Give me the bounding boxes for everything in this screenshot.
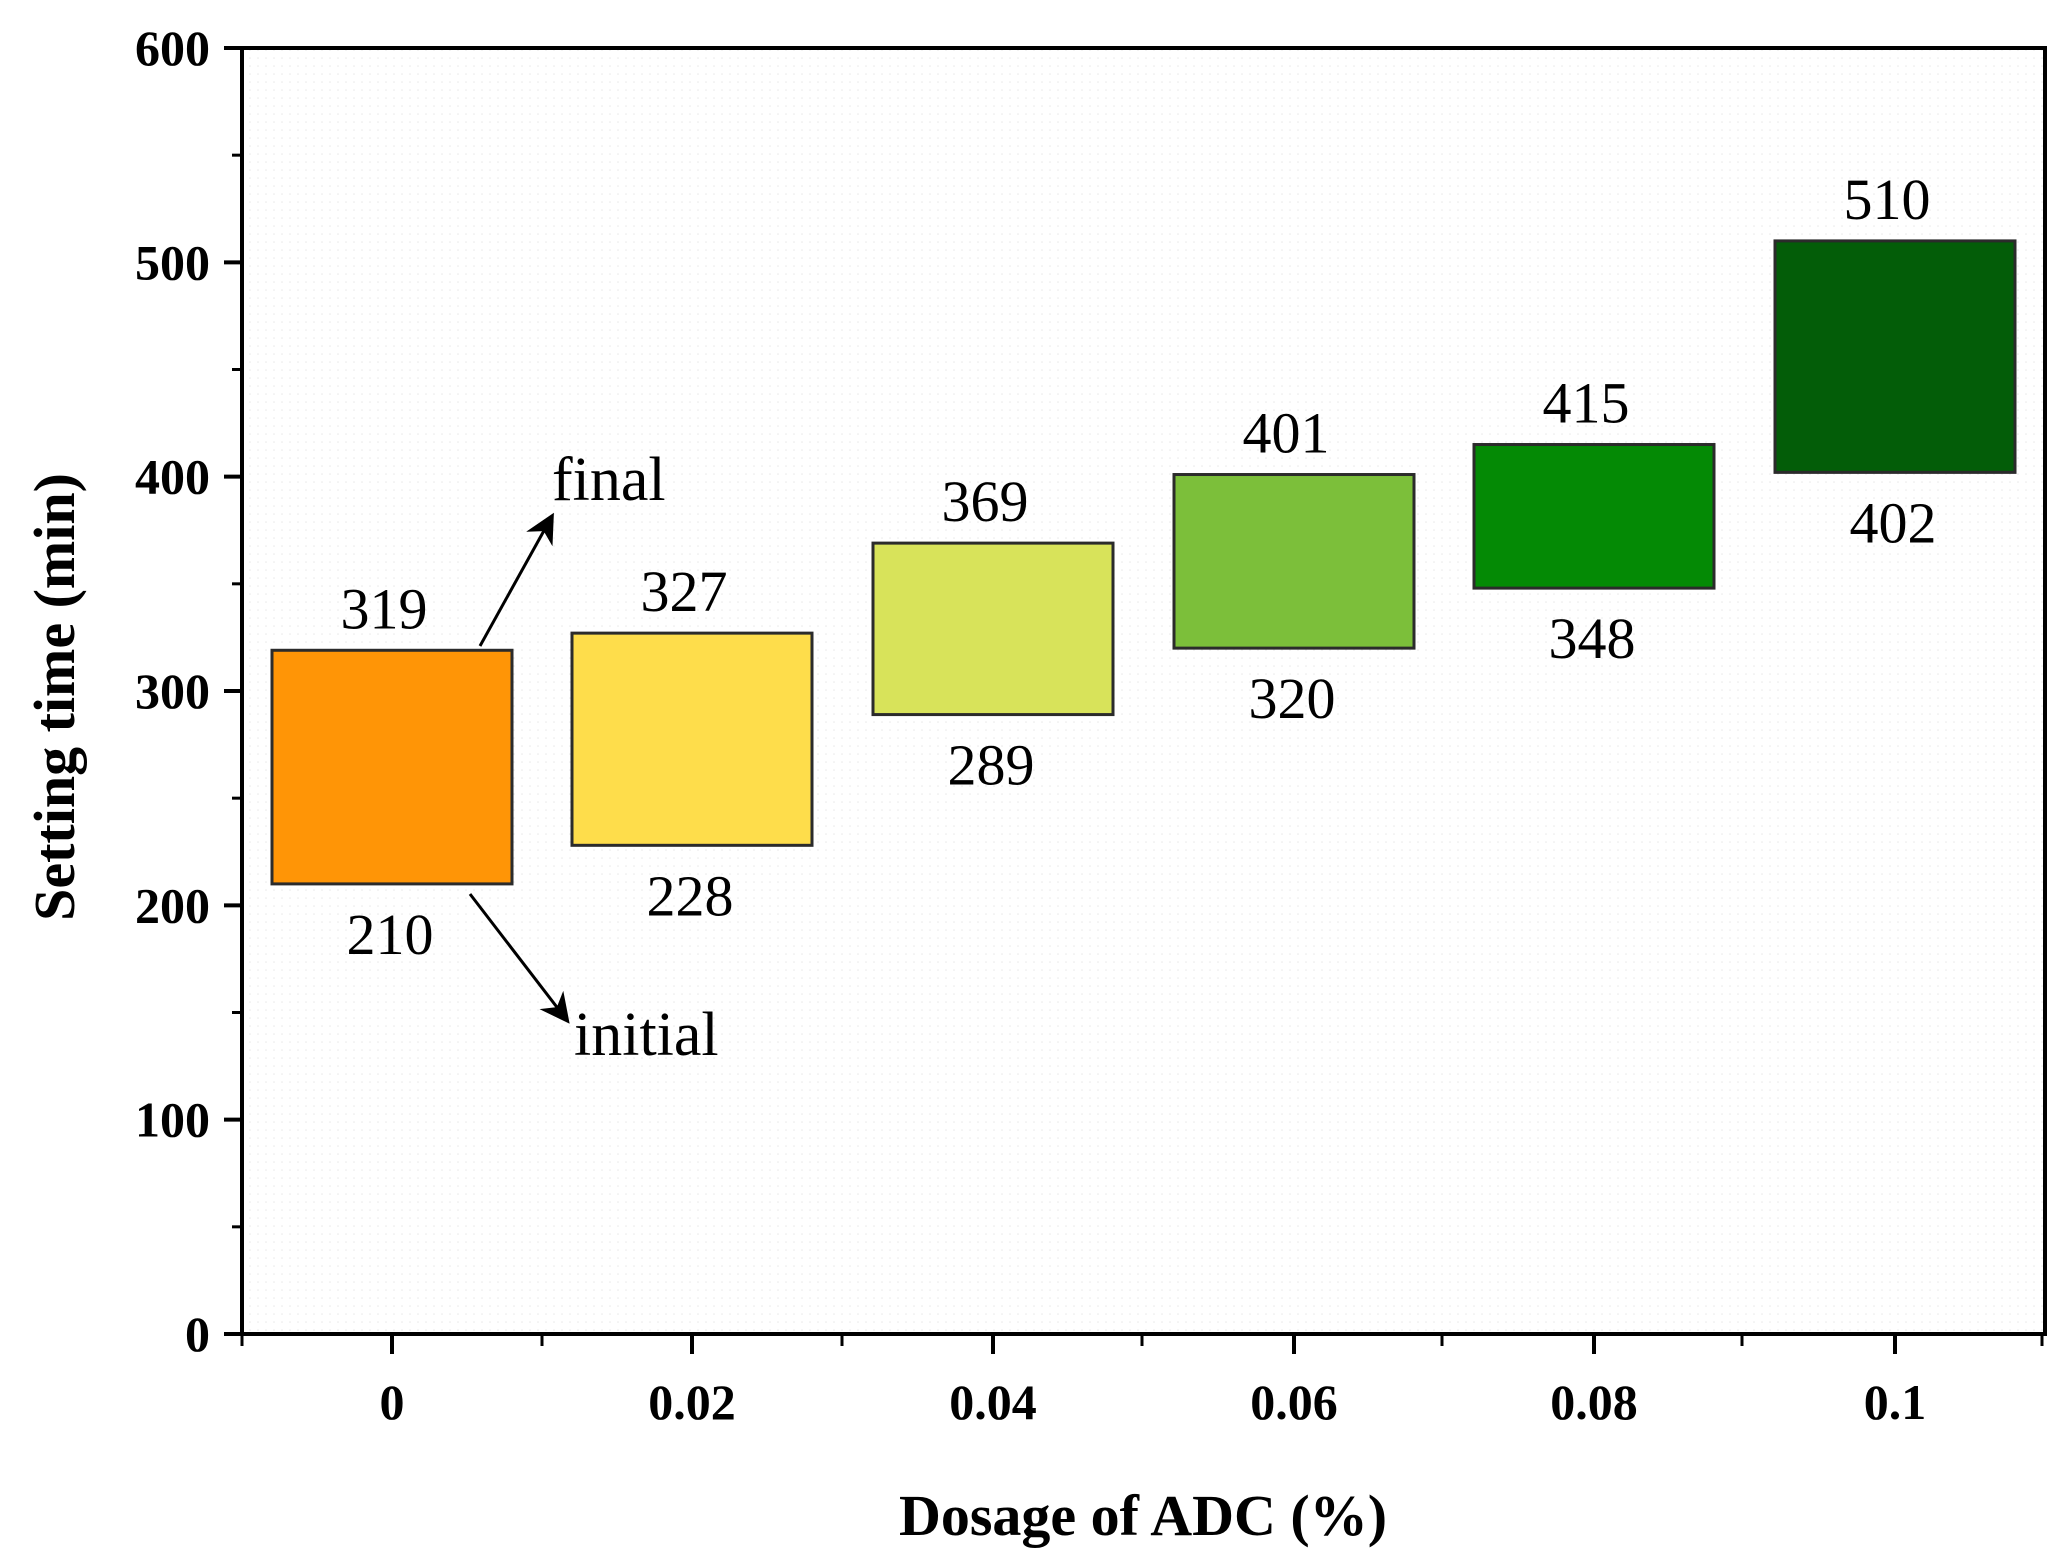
- y-tick-label: 200: [135, 877, 210, 933]
- bar-0.08: [1472, 443, 1716, 590]
- x-tick-label: 0.04: [949, 1374, 1037, 1430]
- bar-0.04: [871, 541, 1115, 717]
- x-tick-label: 0.06: [1250, 1374, 1338, 1430]
- axes-layer: 0 100 200 300 400 500 600 0 0.02 0.04 0.06 0.08 0.1: [135, 20, 2047, 1430]
- x-axis-title: Dosage of ADC (%): [899, 1483, 1387, 1548]
- final-value-label-0.08: 415: [1543, 371, 1630, 436]
- initial-annotation-label: initial: [574, 1001, 719, 1069]
- y-tick-label: 300: [135, 663, 210, 719]
- value-labels-layer: 319 210 327 228 369 289 401 320 415 348 510 402: [341, 167, 1937, 967]
- final-annotation-label: final: [552, 446, 666, 514]
- annotation-final: final: [478, 446, 666, 647]
- y-tick-label: 100: [135, 1092, 210, 1148]
- initial-value-label-0.02: 228: [647, 863, 734, 928]
- initial-value-label-0.1: 402: [1850, 490, 1937, 555]
- x-tick-label: 0: [380, 1374, 405, 1430]
- final-value-label-0.02: 327: [641, 559, 728, 624]
- bar-0: [270, 648, 514, 886]
- bars-layer: [270, 239, 2017, 886]
- bar-0.1: [1773, 239, 2017, 474]
- x-tick-label: 0.1: [1864, 1374, 1927, 1430]
- y-axis-title: Setting time (min): [22, 473, 87, 921]
- final-value-label-0.1: 510: [1844, 167, 1931, 232]
- initial-value-label-0: 210: [347, 902, 434, 967]
- initial-value-label-0.04: 289: [948, 733, 1035, 798]
- annotation-initial: initial: [468, 893, 719, 1069]
- initial-value-label-0.06: 320: [1249, 666, 1336, 731]
- final-value-label-0.04: 369: [942, 469, 1029, 534]
- y-tick-label: 400: [135, 449, 210, 505]
- bar-0.02: [570, 631, 814, 847]
- initial-arrow: [468, 893, 570, 1024]
- final-value-label-0: 319: [341, 576, 428, 641]
- initial-value-label-0.08: 348: [1549, 606, 1636, 671]
- final-arrow: [478, 512, 554, 647]
- y-tick-label: 600: [135, 20, 210, 76]
- final-value-label-0.06: 401: [1243, 401, 1330, 466]
- y-tick-label: 0: [185, 1306, 210, 1362]
- y-tick-label: 500: [135, 234, 210, 290]
- x-tick-label: 0.08: [1550, 1374, 1638, 1430]
- bar-0.06: [1172, 473, 1416, 650]
- plot-area-background: [242, 48, 2045, 1334]
- x-tick-label: 0.02: [648, 1374, 736, 1430]
